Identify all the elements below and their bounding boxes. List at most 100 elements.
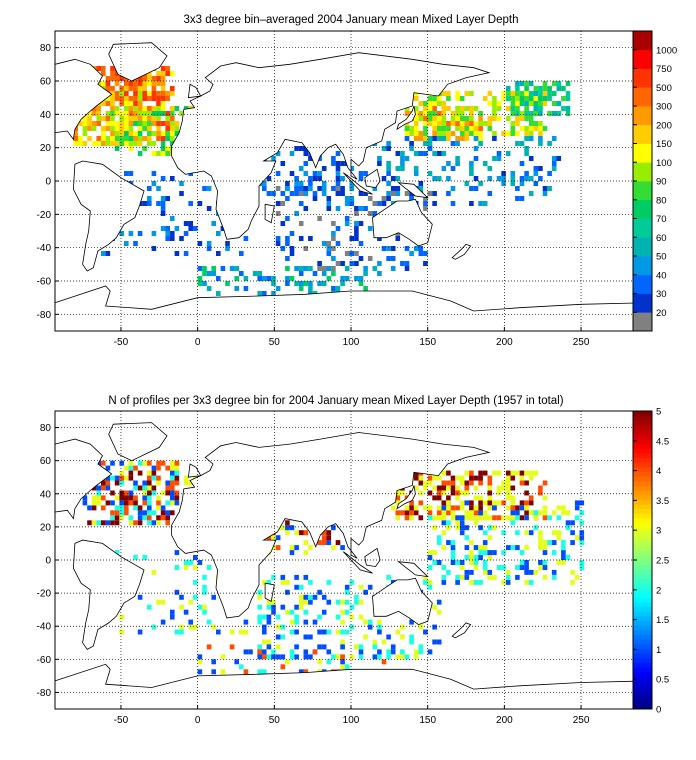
colorbar-swatch bbox=[633, 485, 652, 491]
bin-cell bbox=[165, 146, 170, 151]
bin-cell bbox=[285, 186, 290, 191]
bin-cell bbox=[114, 96, 120, 101]
bin-cell bbox=[137, 86, 143, 91]
bin-cell bbox=[432, 604, 437, 610]
bin-cell bbox=[538, 111, 543, 116]
bin-cell bbox=[317, 216, 322, 221]
bin-cell bbox=[354, 599, 359, 605]
bin-cell bbox=[266, 176, 272, 181]
bin-cell bbox=[317, 659, 322, 665]
bin-cell bbox=[478, 480, 483, 486]
bin-cell bbox=[524, 530, 529, 536]
bin-cell bbox=[225, 281, 230, 286]
bin-cell bbox=[528, 500, 534, 506]
colorbar-swatch bbox=[633, 31, 652, 51]
bin-cell bbox=[142, 136, 147, 141]
bin-cell bbox=[344, 629, 350, 635]
bin-cell bbox=[432, 550, 437, 556]
bin-cell bbox=[119, 510, 124, 516]
bin-cell bbox=[170, 116, 175, 121]
colorbar-label: 100 bbox=[656, 158, 672, 169]
bin-cell bbox=[510, 505, 516, 511]
bin-cell bbox=[473, 485, 479, 491]
bin-cell bbox=[386, 574, 391, 580]
bin-cell bbox=[455, 515, 460, 521]
bin-cell bbox=[105, 81, 111, 86]
bin-cell bbox=[505, 515, 511, 521]
bin-cell bbox=[331, 161, 336, 166]
bin-cell bbox=[556, 111, 562, 116]
bin-cell bbox=[114, 81, 120, 86]
bin-cell bbox=[179, 594, 184, 600]
bin-cell bbox=[289, 545, 295, 551]
bin-cell bbox=[312, 196, 318, 201]
bin-cell bbox=[229, 266, 235, 271]
bin-cell bbox=[220, 266, 226, 271]
bin-cell bbox=[377, 629, 382, 635]
bin-cell bbox=[436, 639, 442, 645]
bin-cell bbox=[459, 106, 465, 111]
bin-cell bbox=[565, 525, 571, 531]
bin-cell bbox=[515, 81, 520, 86]
bin-cell bbox=[331, 221, 336, 226]
bin-cell bbox=[170, 490, 175, 496]
bin-cell bbox=[413, 171, 419, 176]
bin-cell bbox=[395, 236, 401, 241]
bin-cell bbox=[119, 111, 124, 116]
colorbar-swatch bbox=[633, 555, 652, 561]
bin-cell bbox=[515, 96, 520, 101]
bin-cell bbox=[446, 540, 451, 546]
bin-cell bbox=[289, 649, 295, 655]
bin-cell bbox=[482, 560, 488, 565]
bin-cell bbox=[395, 515, 401, 521]
bin-cell bbox=[262, 629, 267, 635]
bin-cell bbox=[423, 251, 428, 256]
bin-cell bbox=[151, 485, 157, 491]
bin-cell bbox=[459, 560, 465, 565]
bin-cell bbox=[381, 196, 387, 201]
bin-cell bbox=[441, 579, 447, 585]
bin-cell bbox=[151, 465, 157, 471]
bin-cell bbox=[423, 131, 428, 136]
bin-cell bbox=[170, 460, 175, 466]
bin-cell bbox=[519, 470, 525, 476]
bin-cell bbox=[321, 540, 327, 546]
bin-cell bbox=[459, 96, 465, 101]
bin-cell bbox=[478, 510, 483, 516]
bin-cell bbox=[482, 530, 488, 536]
bin-cell bbox=[354, 251, 359, 256]
bin-cell bbox=[197, 241, 203, 246]
bin-cell bbox=[275, 545, 281, 551]
y-tick-label: 60 bbox=[40, 77, 52, 88]
bin-cell bbox=[363, 171, 368, 176]
bin-cell bbox=[505, 579, 511, 585]
bin-cell bbox=[285, 589, 290, 595]
bin-cell bbox=[151, 111, 157, 116]
bin-cell bbox=[519, 111, 525, 116]
bin-cell bbox=[147, 91, 152, 96]
bin-cell bbox=[91, 500, 97, 506]
bin-cell bbox=[404, 266, 410, 271]
bin-cell bbox=[551, 166, 557, 171]
bin-cell bbox=[165, 71, 170, 76]
bin-cell bbox=[418, 131, 424, 136]
bin-cell bbox=[331, 156, 336, 161]
bin-cell bbox=[298, 181, 304, 186]
bin-cell bbox=[542, 565, 548, 570]
bin-cell bbox=[436, 485, 442, 491]
bin-cell bbox=[151, 171, 157, 176]
bin-cell bbox=[160, 510, 166, 516]
colorbar-label: 500 bbox=[656, 83, 672, 94]
bin-cell bbox=[423, 579, 428, 585]
bin-cell bbox=[418, 116, 424, 121]
bin-cell bbox=[160, 490, 166, 496]
bin-cell bbox=[446, 96, 451, 101]
y-tick-label: -40 bbox=[37, 622, 52, 633]
bin-cell bbox=[538, 86, 543, 91]
bin-cell bbox=[147, 510, 152, 516]
bin-cell bbox=[418, 111, 424, 116]
bin-cell bbox=[160, 96, 166, 101]
bin-cell bbox=[505, 470, 511, 476]
